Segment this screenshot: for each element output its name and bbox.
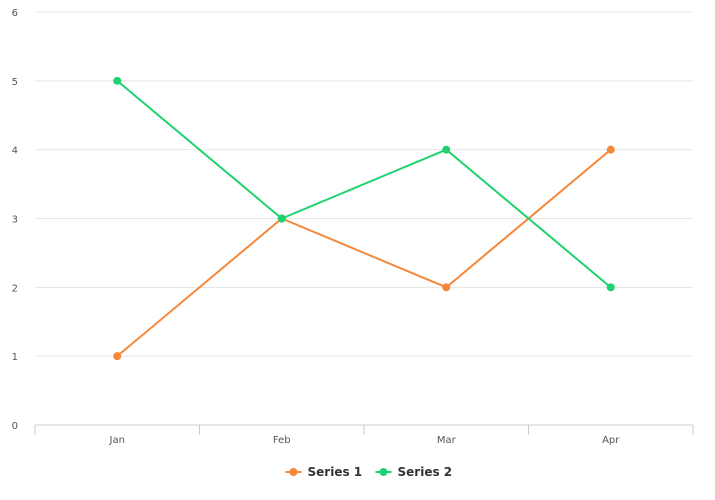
x-tick-label: Apr: [602, 435, 620, 446]
legend-label: Series 2: [398, 465, 453, 479]
series-line: [116, 80, 612, 289]
legend-item[interactable]: Series 1: [285, 465, 363, 479]
legend-swatch-marker: [289, 468, 298, 476]
legend-label: Series 1: [308, 465, 363, 479]
y-tick-label: 3: [12, 215, 18, 226]
data-point[interactable]: [442, 145, 451, 154]
x-tick-label: Mar: [437, 435, 457, 446]
y-tick-label: 4: [12, 146, 18, 157]
y-tick-label: 2: [12, 283, 18, 294]
x-tick-label: Jan: [109, 435, 125, 446]
legend-swatch-marker: [379, 468, 388, 476]
data-point[interactable]: [606, 283, 615, 292]
y-tick-label: 5: [12, 77, 18, 88]
x-tick-label: Feb: [273, 435, 291, 446]
series-line: [116, 148, 612, 357]
series-1: [113, 145, 615, 361]
y-tick-label: 0: [12, 421, 18, 432]
data-point[interactable]: [113, 352, 122, 361]
series-2: [113, 76, 615, 292]
data-point[interactable]: [277, 214, 286, 223]
y-tick-label: 1: [12, 352, 18, 363]
legend[interactable]: Series 1 Series 2: [285, 465, 453, 479]
data-point[interactable]: [442, 283, 451, 292]
y-tick-label: 6: [12, 8, 18, 19]
grid-layer: [35, 11, 693, 357]
data-point[interactable]: [606, 145, 615, 154]
x-axis: 0 1 2 3 4 5 6 Jan Feb Mar Apr: [12, 8, 694, 446]
data-point[interactable]: [113, 76, 122, 85]
series-layer: [113, 76, 615, 361]
legend-item[interactable]: Series 2: [375, 465, 453, 479]
